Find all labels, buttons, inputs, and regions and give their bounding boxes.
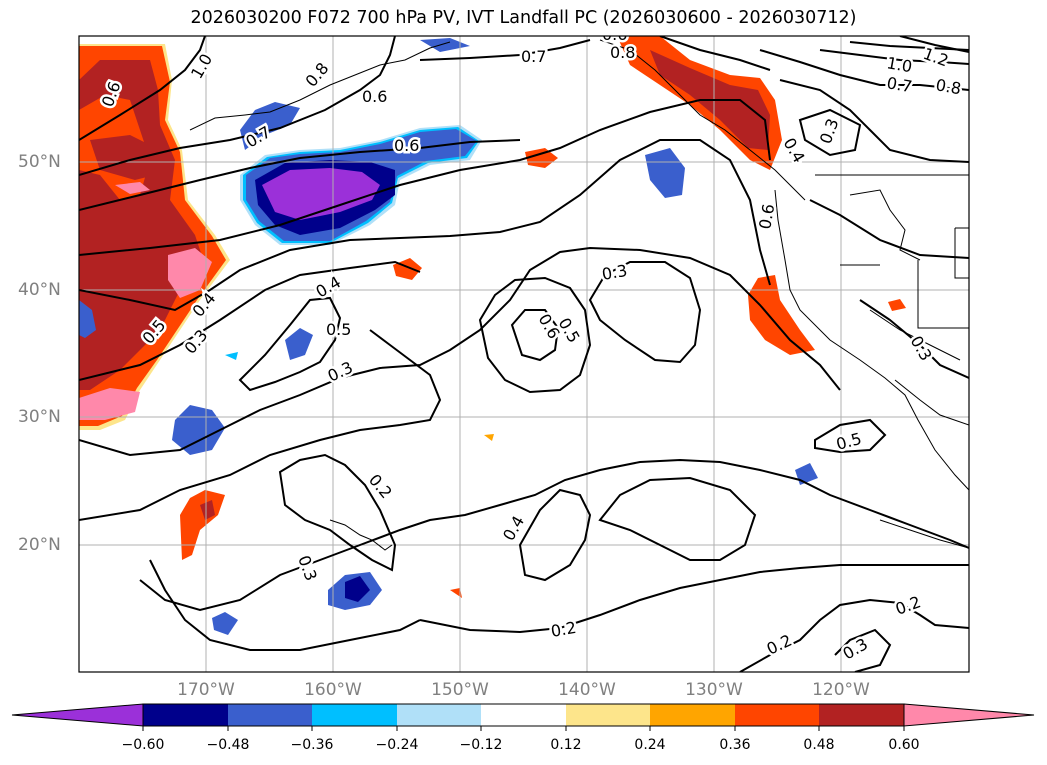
lat-label-40n: 40°N xyxy=(18,280,61,300)
colorbar-swatch xyxy=(397,704,481,726)
colorbar-tick-label: −0.24 xyxy=(375,737,419,753)
shade-coast-1 xyxy=(525,148,558,168)
shade-neg-south-2 xyxy=(212,612,238,635)
contour-label: 0.6 xyxy=(394,136,419,155)
colorbar-swatch xyxy=(735,704,819,726)
map-title: 2026030200 F072 700 hPa PV, IVT Landfall… xyxy=(190,8,857,28)
shade-neg-gulf-top xyxy=(420,38,470,52)
contour-label: 0.6 xyxy=(755,202,778,230)
shade-coast-3 xyxy=(888,299,906,311)
colorbar-tick-label: 0.12 xyxy=(550,737,582,753)
shade-west-pink-3 xyxy=(115,182,150,194)
shade-pos-mid-3 xyxy=(200,500,215,520)
colorbar-ticks xyxy=(142,726,905,731)
colorbar-swatch xyxy=(481,704,566,726)
shade-pos-mid-2 xyxy=(180,490,225,560)
shade-neg-mid-1 xyxy=(285,328,313,360)
contour-label: 0.7 xyxy=(521,47,546,66)
colorbar-tick-label: 0.60 xyxy=(888,737,920,753)
contour-label: 0.3 xyxy=(600,261,628,284)
shade-pos-mid-4 xyxy=(484,434,494,441)
colorbar-swatch xyxy=(566,704,650,726)
shade-west-pink-1 xyxy=(168,248,212,298)
contour-label: 1.0 xyxy=(885,53,913,76)
shade-neg-east-1 xyxy=(645,148,685,198)
colorbar-tick-label: −0.48 xyxy=(206,737,250,753)
contour-label: 0.5 xyxy=(326,320,351,339)
colorbar-tick-label: −0.12 xyxy=(459,737,503,753)
colorbar-tick-label: 0.24 xyxy=(634,737,666,753)
colorbar-tick-label: 0.36 xyxy=(719,737,751,753)
shaded-field xyxy=(79,36,906,635)
map-frame xyxy=(78,35,970,673)
lon-label-150w: 150°W xyxy=(431,680,489,700)
lat-label-20n: 20°N xyxy=(18,535,61,555)
colorbar xyxy=(11,703,1035,731)
lon-label-160w: 160°W xyxy=(304,680,362,700)
lat-label-30n: 30°N xyxy=(18,407,61,427)
colorbar-tick-label: −0.36 xyxy=(290,737,334,753)
contour-label: 0.6 xyxy=(362,87,387,106)
lat-label-50n: 50°N xyxy=(18,152,61,172)
lon-label-170w: 170°W xyxy=(177,680,235,700)
shade-neg-mid-2 xyxy=(225,352,238,360)
colorbar-tick-label: 0.48 xyxy=(803,737,835,753)
shade-neg-north-purple xyxy=(262,168,380,220)
lon-label-140w: 140°W xyxy=(558,680,616,700)
colorbar-frame xyxy=(142,703,905,727)
lon-label-130w: 130°W xyxy=(685,680,743,700)
map-area: 0.6 1.0 0.8 0.6 0.7 0.7 0.8 0.6 0.6 1.2 … xyxy=(79,25,969,672)
colorbar-swatch xyxy=(228,704,312,726)
colorbar-swatch xyxy=(312,704,397,726)
shade-west-pink-2 xyxy=(79,388,140,420)
coastlines xyxy=(189,39,969,551)
contour-label: 0.8 xyxy=(610,43,635,62)
colorbar-swatch xyxy=(650,704,735,726)
lon-label-120w: 120°W xyxy=(812,680,870,700)
colorbar-swatch xyxy=(143,704,228,726)
shade-neg-west-edge xyxy=(79,300,96,338)
colorbar-extend-max xyxy=(903,703,1035,727)
contour-label: 0.6 xyxy=(602,25,627,44)
colorbar-swatch xyxy=(819,704,904,726)
shade-west-red-2 xyxy=(90,135,155,180)
shade-pos-mid-5 xyxy=(450,588,462,598)
colorbar-tick-label: −0.60 xyxy=(121,737,165,753)
colorbar-extend-min xyxy=(11,703,144,727)
pv-contours xyxy=(79,36,969,672)
shade-coast-2 xyxy=(748,275,815,355)
shade-neg-south-navy xyxy=(345,576,370,602)
